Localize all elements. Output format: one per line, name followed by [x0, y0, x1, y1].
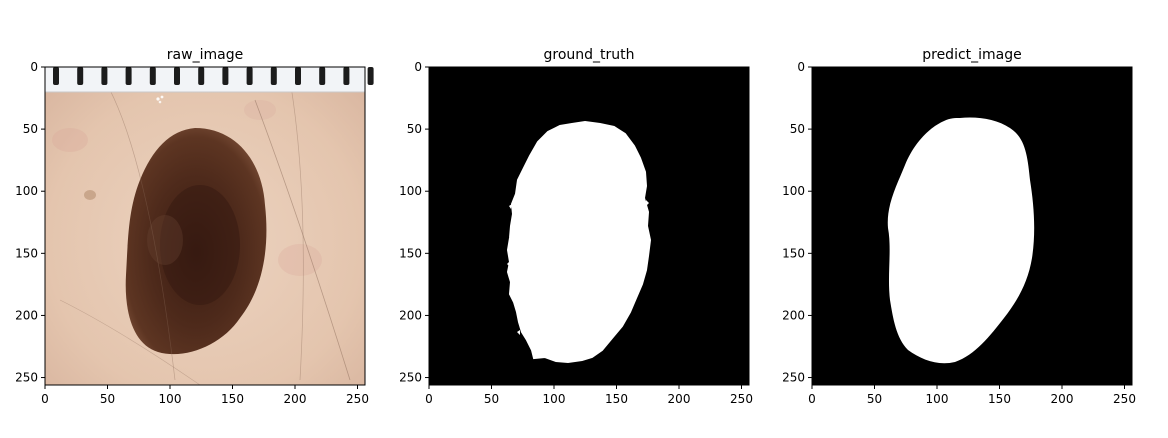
ruler-mark — [149, 67, 156, 85]
x-tick-label: 150 — [605, 392, 628, 406]
y-tick-label: 50 — [790, 122, 805, 136]
x-tick-label: 100 — [926, 392, 949, 406]
ground-truth-frame — [428, 66, 750, 386]
y-tick-label: 50 — [407, 122, 422, 136]
x-tick-label: 50 — [867, 392, 882, 406]
ground-truth-mask — [429, 67, 749, 385]
x-tick-label: 50 — [100, 392, 115, 406]
ruler-mark — [53, 67, 59, 85]
y-tick-label: 0 — [797, 60, 805, 74]
x-tick-label: 0 — [425, 392, 433, 406]
ruler-mark — [222, 67, 229, 85]
y-tick-label: 0 — [30, 60, 38, 74]
x-tick-label: 0 — [41, 392, 49, 406]
ruler-mark — [246, 67, 253, 85]
y-tick-label: 200 — [782, 308, 805, 322]
y-tick-label: 250 — [782, 371, 805, 385]
x-tick-label: 250 — [730, 392, 753, 406]
y-tick-label: 100 — [15, 184, 38, 198]
y-tick-label: 100 — [399, 184, 422, 198]
x-tick-label: 200 — [668, 392, 691, 406]
y-tick-label: 250 — [399, 371, 422, 385]
ruler-mark — [270, 67, 277, 85]
y-tick-label: 150 — [399, 246, 422, 260]
y-tick-label: 150 — [782, 246, 805, 260]
x-tick-label: 0 — [808, 392, 816, 406]
y-tick-label: 0 — [414, 60, 422, 74]
ruler-mark — [174, 67, 180, 85]
ruler-mark — [125, 67, 132, 85]
y-tick-label: 150 — [15, 246, 38, 260]
predict-image-frame — [811, 66, 1133, 386]
y-tick-label: 100 — [782, 184, 805, 198]
raw-image-picture — [45, 67, 374, 386]
panel-title-predict-image: predict_image — [922, 47, 1022, 63]
predict-image-mask — [812, 67, 1132, 385]
x-tick-label: 200 — [1051, 392, 1074, 406]
ruler-mark — [367, 67, 374, 85]
x-tick-label: 250 — [1113, 392, 1136, 406]
x-tick-label: 200 — [284, 392, 307, 406]
ruler-mark — [295, 67, 301, 85]
x-tick-label: 50 — [484, 392, 499, 406]
x-tick-label: 250 — [346, 392, 369, 406]
y-tick-label: 50 — [23, 122, 38, 136]
y-tick-label: 250 — [15, 371, 38, 385]
panel-predict-image: predict_image 0 50 100 150 200 25005010015020… — [782, 47, 1136, 406]
raw-image-frame — [44, 66, 366, 386]
ruler-mark — [319, 67, 326, 85]
x-tick-label: 150 — [988, 392, 1011, 406]
ruler-mark — [198, 67, 205, 85]
panel-title-ground-truth: ground_truth — [543, 47, 634, 63]
panel-ground-truth: ground_truth 0 50 100 150 200 250050100150200… — [399, 47, 753, 406]
x-tick-label: 100 — [543, 392, 566, 406]
ruler-mark — [77, 67, 84, 85]
ruler-mark — [101, 67, 108, 85]
y-tick-label: 200 — [15, 308, 38, 322]
x-tick-label: 100 — [159, 392, 182, 406]
ruler-mark — [343, 67, 350, 85]
y-tick-label: 200 — [399, 308, 422, 322]
x-tick-label: 150 — [221, 392, 244, 406]
panel-title-raw-image: raw_image — [167, 47, 243, 63]
